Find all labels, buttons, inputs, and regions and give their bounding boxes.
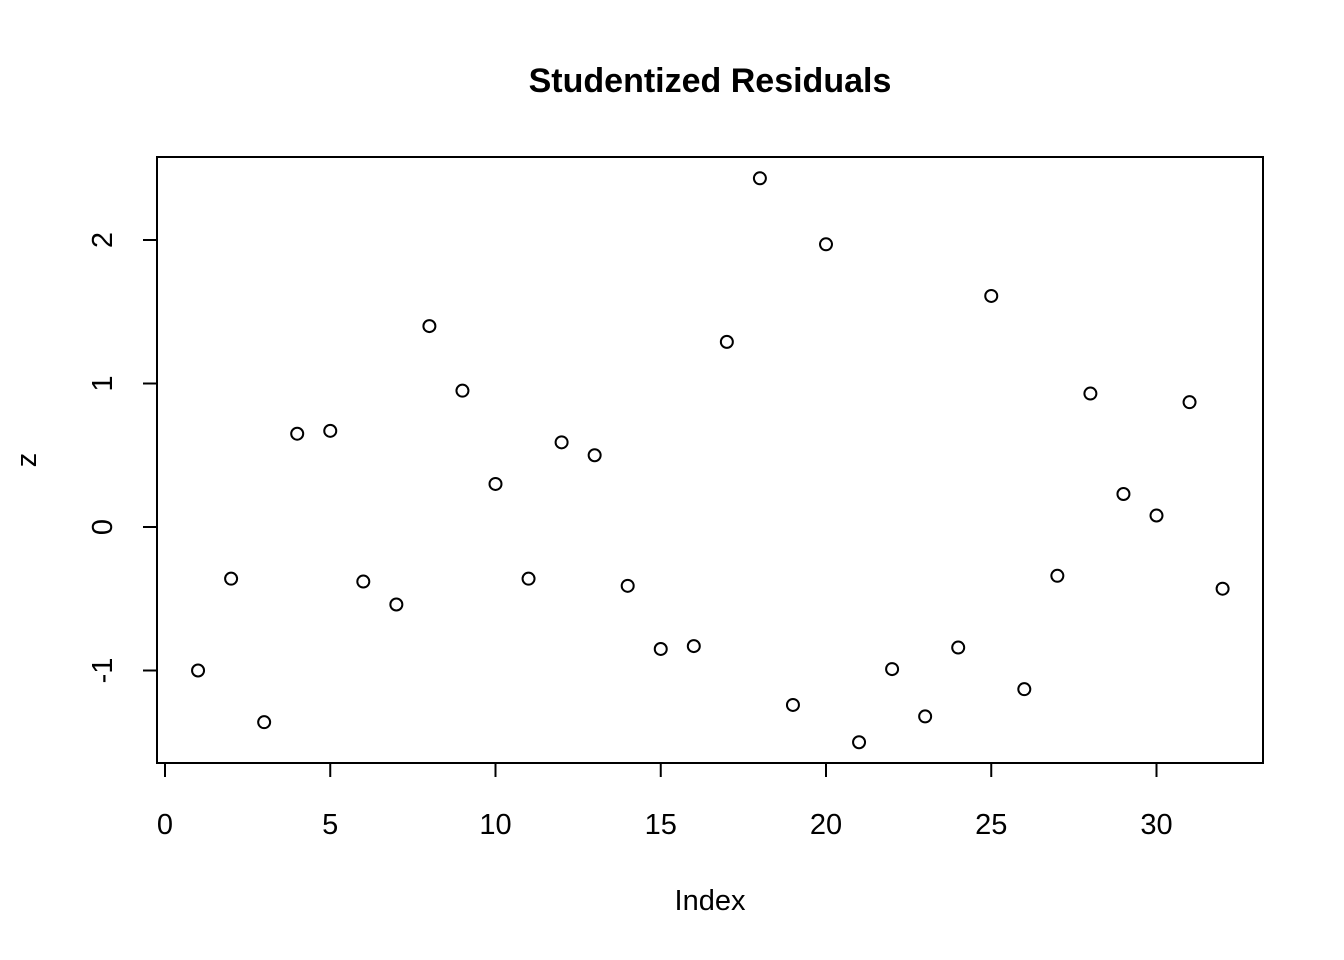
x-tick-label: 5 (322, 809, 338, 841)
data-point (951, 640, 966, 655)
y-tick-label: -1 (87, 658, 119, 684)
y-tick-label: 0 (87, 519, 119, 535)
plot-frame (156, 156, 1264, 764)
x-tick-label: 30 (1140, 809, 1172, 841)
data-point (885, 662, 900, 677)
data-point (653, 641, 668, 656)
x-tick-label: 0 (157, 809, 173, 841)
data-point (587, 448, 602, 463)
data-point (852, 735, 867, 750)
y-axis-label: z (11, 453, 43, 468)
data-point (554, 435, 569, 450)
y-tick-label: 1 (87, 375, 119, 391)
x-tick-label: 10 (479, 809, 511, 841)
data-point (1017, 682, 1032, 697)
data-point (984, 288, 999, 303)
data-point (488, 476, 503, 491)
y-tick-label: 2 (87, 232, 119, 248)
data-point (422, 319, 437, 334)
data-point (323, 423, 338, 438)
data-point (1116, 486, 1131, 501)
data-point (191, 663, 206, 678)
data-point (1083, 386, 1098, 401)
data-point (1050, 568, 1065, 583)
data-point (1215, 581, 1230, 596)
data-point (389, 597, 404, 612)
data-point (819, 237, 833, 252)
data-point (752, 171, 767, 186)
data-point (785, 697, 800, 712)
data-point (356, 574, 371, 589)
data-point (1149, 508, 1164, 523)
data-point (224, 571, 239, 586)
x-axis: 0 5 10 15 20 25 30 (157, 762, 1173, 841)
data-point (521, 571, 536, 586)
data-point (257, 715, 272, 730)
data-point (1182, 395, 1197, 410)
data-point (719, 334, 734, 349)
data-points (191, 171, 1230, 750)
y-axis: -1 0 1 2 (87, 232, 158, 684)
x-tick-label: 20 (810, 809, 842, 841)
data-point (620, 578, 635, 593)
x-axis-label: Index (675, 885, 746, 917)
data-point (686, 639, 701, 654)
x-tick-label: 25 (975, 809, 1007, 841)
data-point (455, 383, 470, 398)
x-tick-label: 15 (645, 809, 677, 841)
chart-title: Studentized Residuals (529, 62, 892, 100)
data-point (918, 709, 933, 724)
data-point (290, 426, 305, 441)
